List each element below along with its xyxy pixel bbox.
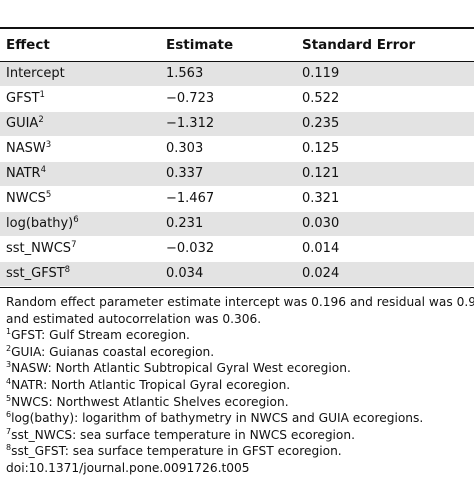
table-top-rule <box>0 27 474 29</box>
standard-error-cell: 0.014 <box>302 241 340 256</box>
footnote: 1GFST: Gulf Stream ecoregion. <box>6 327 190 343</box>
header-standard-error: Standard Error <box>302 37 416 53</box>
footnote: 5NWCS: Northwest Atlantic Shelves ecoreg… <box>6 393 289 409</box>
random-effect-note-continued: and estimated autocorrelation was 0.306. <box>6 311 262 326</box>
estimate-cell: 1.563 <box>166 66 204 81</box>
effect-cell: sst_NWCS7 <box>6 240 77 256</box>
footnote: 7sst_NWCS: sea surface temperature in NW… <box>6 426 355 442</box>
estimate-cell: −1.467 <box>166 191 215 206</box>
header-effect: Effect <box>6 37 50 53</box>
standard-error-cell: 0.522 <box>302 91 340 106</box>
table-row: sst_GFST8 0.034 0.024 <box>0 262 474 287</box>
standard-error-cell: 0.030 <box>302 216 340 231</box>
effect-cell: sst_GFST8 <box>6 265 71 281</box>
table-header: Effect Estimate Standard Error <box>0 29 474 61</box>
footnote: 2GUIA: Guianas coastal ecoregion. <box>6 343 215 359</box>
standard-error-cell: 0.321 <box>302 191 340 206</box>
standard-error-cell: 0.125 <box>302 141 340 156</box>
effect-cell: NATR4 <box>6 165 47 181</box>
footnote: 3NASW: North Atlantic Subtropical Gyral … <box>6 360 351 376</box>
table-row: sst_NWCS7 −0.032 0.014 <box>0 237 474 262</box>
estimate-cell: 0.303 <box>166 141 204 156</box>
footnote: 6log(bathy): logarithm of bathymetry in … <box>6 410 424 426</box>
effect-cell: NASW3 <box>6 140 52 156</box>
footnote: 4NATR: North Atlantic Tropical Gyral eco… <box>6 376 291 392</box>
effect-cell: GFST1 <box>6 90 45 106</box>
table-row: Intercept 1.563 0.119 <box>0 62 474 87</box>
estimate-cell: 0.337 <box>166 166 204 181</box>
effect-cell: Intercept <box>6 66 65 81</box>
table-footnotes: Random effect parameter estimate interce… <box>6 294 474 477</box>
table-row: GFST1 −0.723 0.522 <box>0 87 474 112</box>
table-body: Intercept 1.563 0.119 GFST1 −0.723 0.522… <box>0 62 474 287</box>
standard-error-cell: 0.024 <box>302 266 340 281</box>
estimate-cell: 0.231 <box>166 216 204 231</box>
effect-cell: log(bathy)6 <box>6 215 79 231</box>
header-estimate: Estimate <box>166 37 234 53</box>
estimate-cell: −0.723 <box>166 91 215 106</box>
header-rule <box>0 61 474 62</box>
table-row: log(bathy)6 0.231 0.030 <box>0 212 474 237</box>
table-row: NASW3 0.303 0.125 <box>0 137 474 162</box>
footnote: 8sst_GFST: sea surface temperature in GF… <box>6 443 342 459</box>
doi-link[interactable]: doi:10.1371/journal.pone.0091726.t005 <box>6 460 250 475</box>
standard-error-cell: 0.235 <box>302 116 340 131</box>
random-effect-note: Random effect parameter estimate interce… <box>6 295 474 309</box>
table-bottom-rule <box>0 287 474 288</box>
estimate-cell: −0.032 <box>166 241 215 256</box>
table-row: NATR4 0.337 0.121 <box>0 162 474 187</box>
standard-error-cell: 0.119 <box>302 66 340 81</box>
standard-error-cell: 0.121 <box>302 166 340 181</box>
estimate-cell: 0.034 <box>166 266 204 281</box>
effect-cell: GUIA2 <box>6 115 44 131</box>
effect-cell: NWCS5 <box>6 190 52 206</box>
table-row: NWCS5 −1.467 0.321 <box>0 187 474 212</box>
table-row: GUIA2 −1.312 0.235 <box>0 112 474 137</box>
estimate-cell: −1.312 <box>166 116 215 131</box>
